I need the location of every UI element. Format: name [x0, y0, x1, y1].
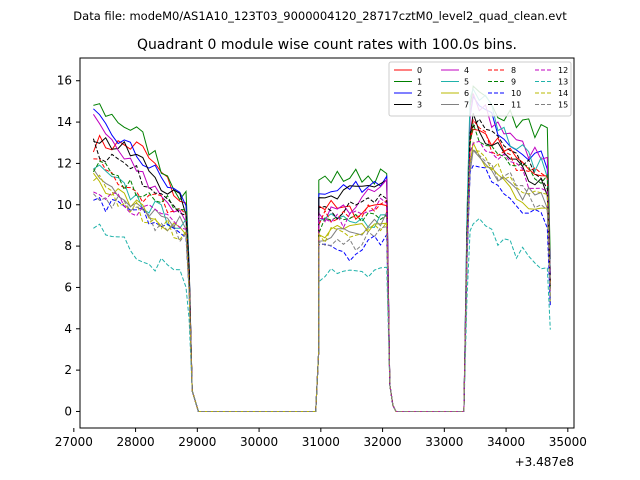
- x-tick-label: 30000: [240, 435, 278, 449]
- x-tick-label: 27000: [55, 435, 93, 449]
- legend-label-8: 8: [511, 66, 516, 75]
- series-line-8: [93, 118, 551, 412]
- legend-label-15: 15: [558, 101, 568, 110]
- series-line-10: [93, 165, 551, 412]
- legend-label-0: 0: [417, 66, 422, 75]
- legend-label-1: 1: [417, 78, 422, 87]
- x-tick-label: 28000: [116, 435, 154, 449]
- legend-label-5: 5: [464, 78, 469, 87]
- plot-lines: [92, 85, 551, 412]
- y-tick-label: 4: [64, 322, 72, 336]
- legend-label-3: 3: [417, 101, 422, 110]
- legend-label-2: 2: [417, 89, 422, 98]
- series-line-12: [93, 140, 551, 412]
- legend-label-13: 13: [558, 78, 568, 87]
- x-axis: 27000 28000 29000 30000 31000 32000 33000 34000…: [55, 428, 587, 449]
- series-line-9: [92, 123, 551, 412]
- series-line-11: [92, 118, 551, 412]
- series-line-14: [93, 149, 551, 412]
- y-tick-label: 0: [64, 404, 72, 418]
- plot-area-frame: [79, 57, 575, 429]
- y-axis: 0 2 4 6 8 10 12 14 16: [57, 74, 80, 418]
- chart-title: Quadrant 0 module wise count rates with …: [137, 37, 517, 53]
- x-tick-label: 35000: [549, 435, 587, 449]
- y-tick-label: 8: [64, 239, 72, 253]
- legend-label-10: 10: [511, 89, 521, 98]
- y-tick-label: 6: [64, 280, 72, 294]
- y-tick-label: 14: [57, 115, 72, 129]
- legend-label-11: 11: [511, 101, 521, 110]
- y-tick-label: 16: [57, 74, 72, 88]
- x-tick-label: 31000: [302, 435, 340, 449]
- y-tick-label: 10: [57, 198, 72, 212]
- y-tick-label: 2: [64, 363, 72, 377]
- series-line-3: [93, 113, 551, 412]
- x-tick-label: 33000: [425, 435, 463, 449]
- legend-label-6: 6: [464, 89, 469, 98]
- legend-label-12: 12: [558, 66, 568, 75]
- legend-label-9: 9: [511, 78, 516, 87]
- legend-label-14: 14: [558, 89, 568, 98]
- legend-box: [388, 61, 572, 117]
- series-line-15: [93, 148, 551, 412]
- x-tick-label: 32000: [363, 435, 401, 449]
- series-line-13: [93, 217, 551, 412]
- legend-label-7: 7: [464, 101, 469, 110]
- x-tick-label: 29000: [178, 435, 216, 449]
- y-tick-label: 12: [57, 156, 72, 170]
- x-tick-label: 34000: [487, 435, 525, 449]
- legend-label-4: 4: [464, 66, 469, 75]
- x-offset-label: +3.487e8: [515, 455, 574, 469]
- chart-suptitle: Data file: modeM0/AS1A10_123T03_90000041…: [73, 9, 567, 23]
